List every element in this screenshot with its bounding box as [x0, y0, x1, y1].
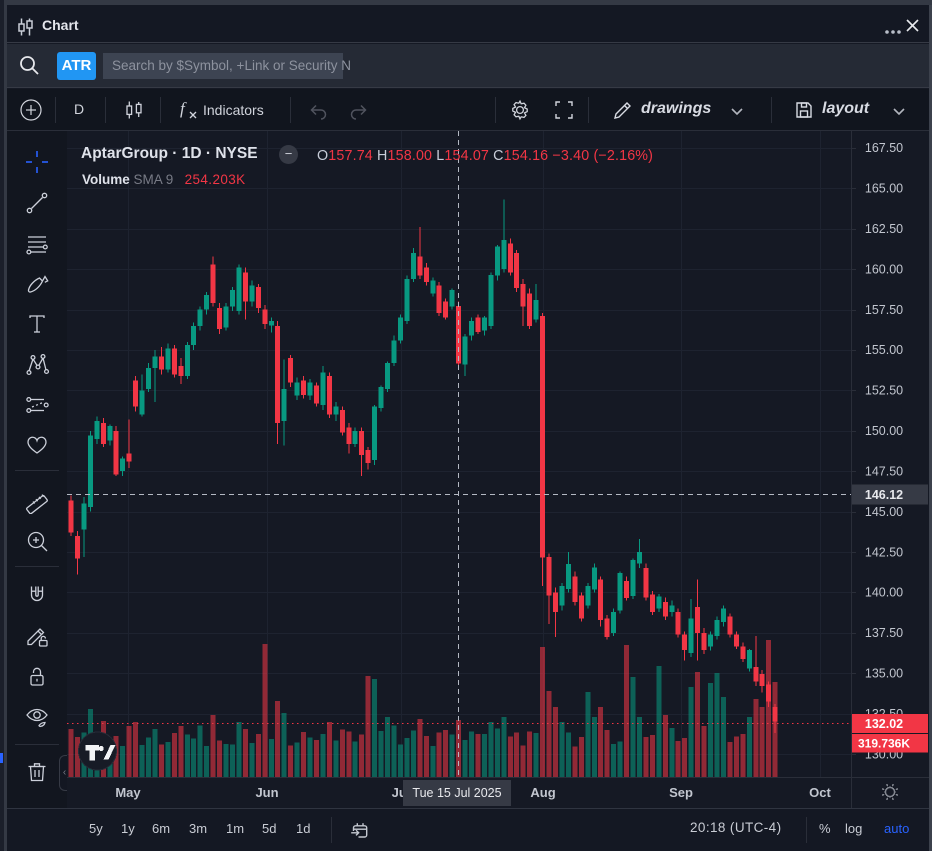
svg-text:May: May [115, 785, 141, 800]
svg-text:137.50: 137.50 [865, 626, 903, 640]
svg-text:f: f [180, 99, 187, 118]
svg-text:162.50: 162.50 [865, 222, 903, 236]
svg-text:319.736K: 319.736K [858, 737, 910, 751]
svg-text:146.12: 146.12 [865, 488, 903, 502]
svg-text:142.50: 142.50 [865, 545, 903, 559]
svg-text:167.50: 167.50 [865, 141, 903, 155]
svg-text:135.00: 135.00 [865, 667, 903, 681]
svg-text:155.00: 155.00 [865, 343, 903, 357]
svg-text:Sep: Sep [669, 785, 693, 800]
svg-text:Jun: Jun [255, 785, 278, 800]
svg-text:Tue 15 Jul 2025: Tue 15 Jul 2025 [412, 786, 501, 800]
svg-text:145.00: 145.00 [865, 505, 903, 519]
svg-text:157.50: 157.50 [865, 303, 903, 317]
svg-text:140.00: 140.00 [865, 586, 903, 600]
svg-text:150.00: 150.00 [865, 424, 903, 438]
svg-text:147.50: 147.50 [865, 465, 903, 479]
svg-text:165.00: 165.00 [865, 182, 903, 196]
svg-text:Aug: Aug [530, 785, 555, 800]
svg-text:Oct: Oct [809, 785, 831, 800]
svg-text:160.00: 160.00 [865, 262, 903, 276]
svg-text:132.02: 132.02 [865, 717, 903, 731]
svg-text:152.50: 152.50 [865, 384, 903, 398]
